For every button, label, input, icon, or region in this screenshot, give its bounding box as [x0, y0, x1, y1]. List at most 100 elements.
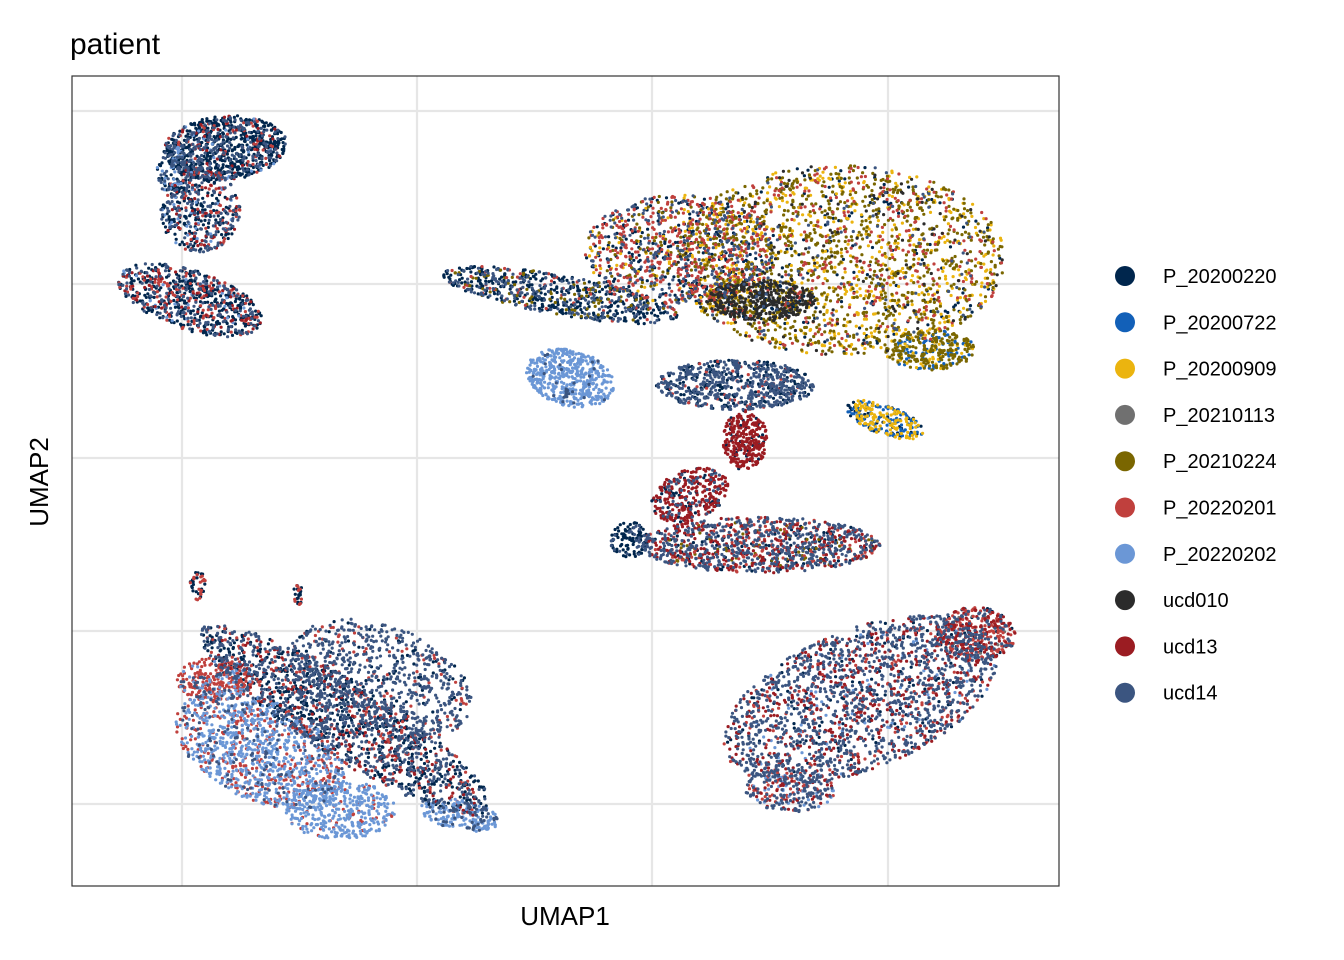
- cell-point: [843, 270, 847, 274]
- cell-point: [204, 214, 208, 218]
- cell-point: [848, 320, 852, 324]
- cell-point: [404, 700, 408, 704]
- cell-point: [860, 688, 864, 692]
- cell-point: [530, 283, 534, 287]
- cell-point: [173, 232, 177, 236]
- cell-point: [790, 254, 794, 258]
- cell-point: [682, 208, 686, 212]
- cell-point: [821, 170, 825, 174]
- cell-point: [795, 167, 799, 171]
- cell-point: [418, 737, 422, 741]
- cell-point: [251, 136, 255, 140]
- cell-point: [198, 300, 203, 304]
- cell-point: [124, 294, 128, 298]
- cell-point: [184, 134, 188, 138]
- cell-point: [768, 185, 772, 189]
- cell-point: [224, 293, 228, 297]
- cell-point: [906, 180, 910, 184]
- cell-point: [734, 223, 738, 227]
- cell-point: [255, 326, 259, 330]
- cell-point: [169, 173, 173, 177]
- cell-point: [914, 351, 918, 355]
- cell-point: [711, 364, 715, 368]
- cell-point: [754, 390, 758, 394]
- cell-point: [637, 260, 641, 264]
- cell-point: [451, 677, 455, 681]
- cell-point: [237, 172, 241, 176]
- cell-point: [229, 137, 233, 141]
- cell-point: [691, 229, 695, 233]
- cell-point: [837, 332, 841, 336]
- cell-point: [888, 428, 893, 432]
- cell-point: [942, 235, 946, 239]
- cell-point: [376, 678, 380, 682]
- cell-point: [165, 212, 169, 216]
- cell-point: [632, 258, 636, 262]
- cell-point: [412, 649, 416, 653]
- cell-point: [992, 244, 996, 248]
- cell-point: [206, 191, 210, 195]
- cell-point: [786, 209, 790, 213]
- cell-point: [901, 266, 905, 271]
- cell-point: [232, 115, 236, 119]
- cell-point: [841, 722, 845, 726]
- cell-point: [771, 233, 775, 238]
- cell-point: [924, 288, 929, 292]
- cell-point: [847, 214, 852, 218]
- cell-point: [355, 728, 359, 732]
- cell-point: [230, 171, 234, 175]
- cell-point: [872, 417, 876, 422]
- cell-point: [958, 310, 962, 314]
- cell-point: [539, 279, 543, 283]
- cell-point: [206, 146, 210, 150]
- cell-point: [268, 159, 272, 163]
- cell-point: [463, 790, 467, 794]
- cell-point: [630, 539, 634, 543]
- cell-point: [626, 525, 630, 529]
- cell-point: [731, 194, 736, 198]
- cell-point: [873, 177, 878, 182]
- cell-point: [453, 772, 458, 776]
- cell-point: [624, 262, 628, 266]
- cell-point: [863, 402, 867, 406]
- cell-point: [907, 185, 911, 189]
- cell-point: [953, 339, 957, 344]
- cell-point: [921, 721, 925, 725]
- cell-point: [855, 408, 859, 412]
- cell-point: [238, 305, 243, 309]
- cell-point: [764, 211, 768, 215]
- cell-point: [449, 273, 453, 277]
- cell-point: [864, 408, 868, 412]
- cell-point: [883, 621, 888, 626]
- cell-point: [749, 220, 753, 224]
- cell-point: [897, 312, 902, 316]
- cell-point: [890, 171, 894, 175]
- cell-point: [857, 230, 861, 234]
- cell-point: [152, 295, 156, 299]
- cell-point: [626, 547, 630, 551]
- cell-point: [918, 366, 922, 370]
- cell-point: [237, 167, 242, 171]
- cell-point: [909, 279, 913, 283]
- cell-point: [232, 291, 236, 295]
- cell-point: [222, 307, 226, 311]
- cell-point: [845, 289, 849, 294]
- cell-point: [233, 147, 237, 151]
- cell-point: [708, 370, 712, 374]
- cell-point: [858, 402, 862, 406]
- cell-point: [850, 220, 854, 224]
- cell-point: [980, 281, 984, 285]
- cell-point: [276, 143, 280, 147]
- cell-point: [175, 319, 179, 323]
- cell-point: [620, 310, 624, 314]
- cell-point: [774, 171, 778, 175]
- cell-point: [805, 351, 809, 355]
- cell-point: [878, 424, 882, 428]
- cell-point: [160, 264, 164, 268]
- cell-point: [982, 262, 986, 266]
- cell-point: [832, 220, 836, 224]
- cell-point: [896, 241, 900, 245]
- cell-point: [555, 285, 559, 289]
- cell-point: [853, 402, 858, 407]
- cell-point: [883, 693, 887, 697]
